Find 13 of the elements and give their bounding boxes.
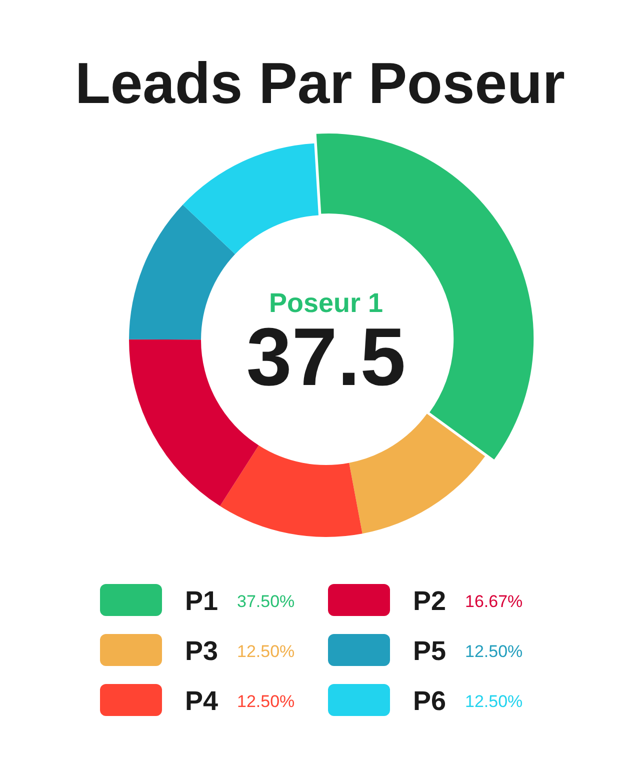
legend-label: P1 xyxy=(185,586,218,616)
legend-label: P2 xyxy=(413,586,446,616)
chart-title: Leads Par Poseur xyxy=(75,51,565,116)
legend-label: P3 xyxy=(185,636,218,666)
legend-label: P4 xyxy=(185,686,218,716)
legend-label: P6 xyxy=(413,686,446,716)
data-label: 12.50% xyxy=(237,642,295,661)
legend-label: P5 xyxy=(413,636,446,666)
data-label: 16.67% xyxy=(465,592,523,611)
data-label: 12.50% xyxy=(465,692,523,711)
data-label: 37.50% xyxy=(237,592,295,611)
data-label: 12.50% xyxy=(237,692,295,711)
data-label: 12.50% xyxy=(465,642,523,661)
